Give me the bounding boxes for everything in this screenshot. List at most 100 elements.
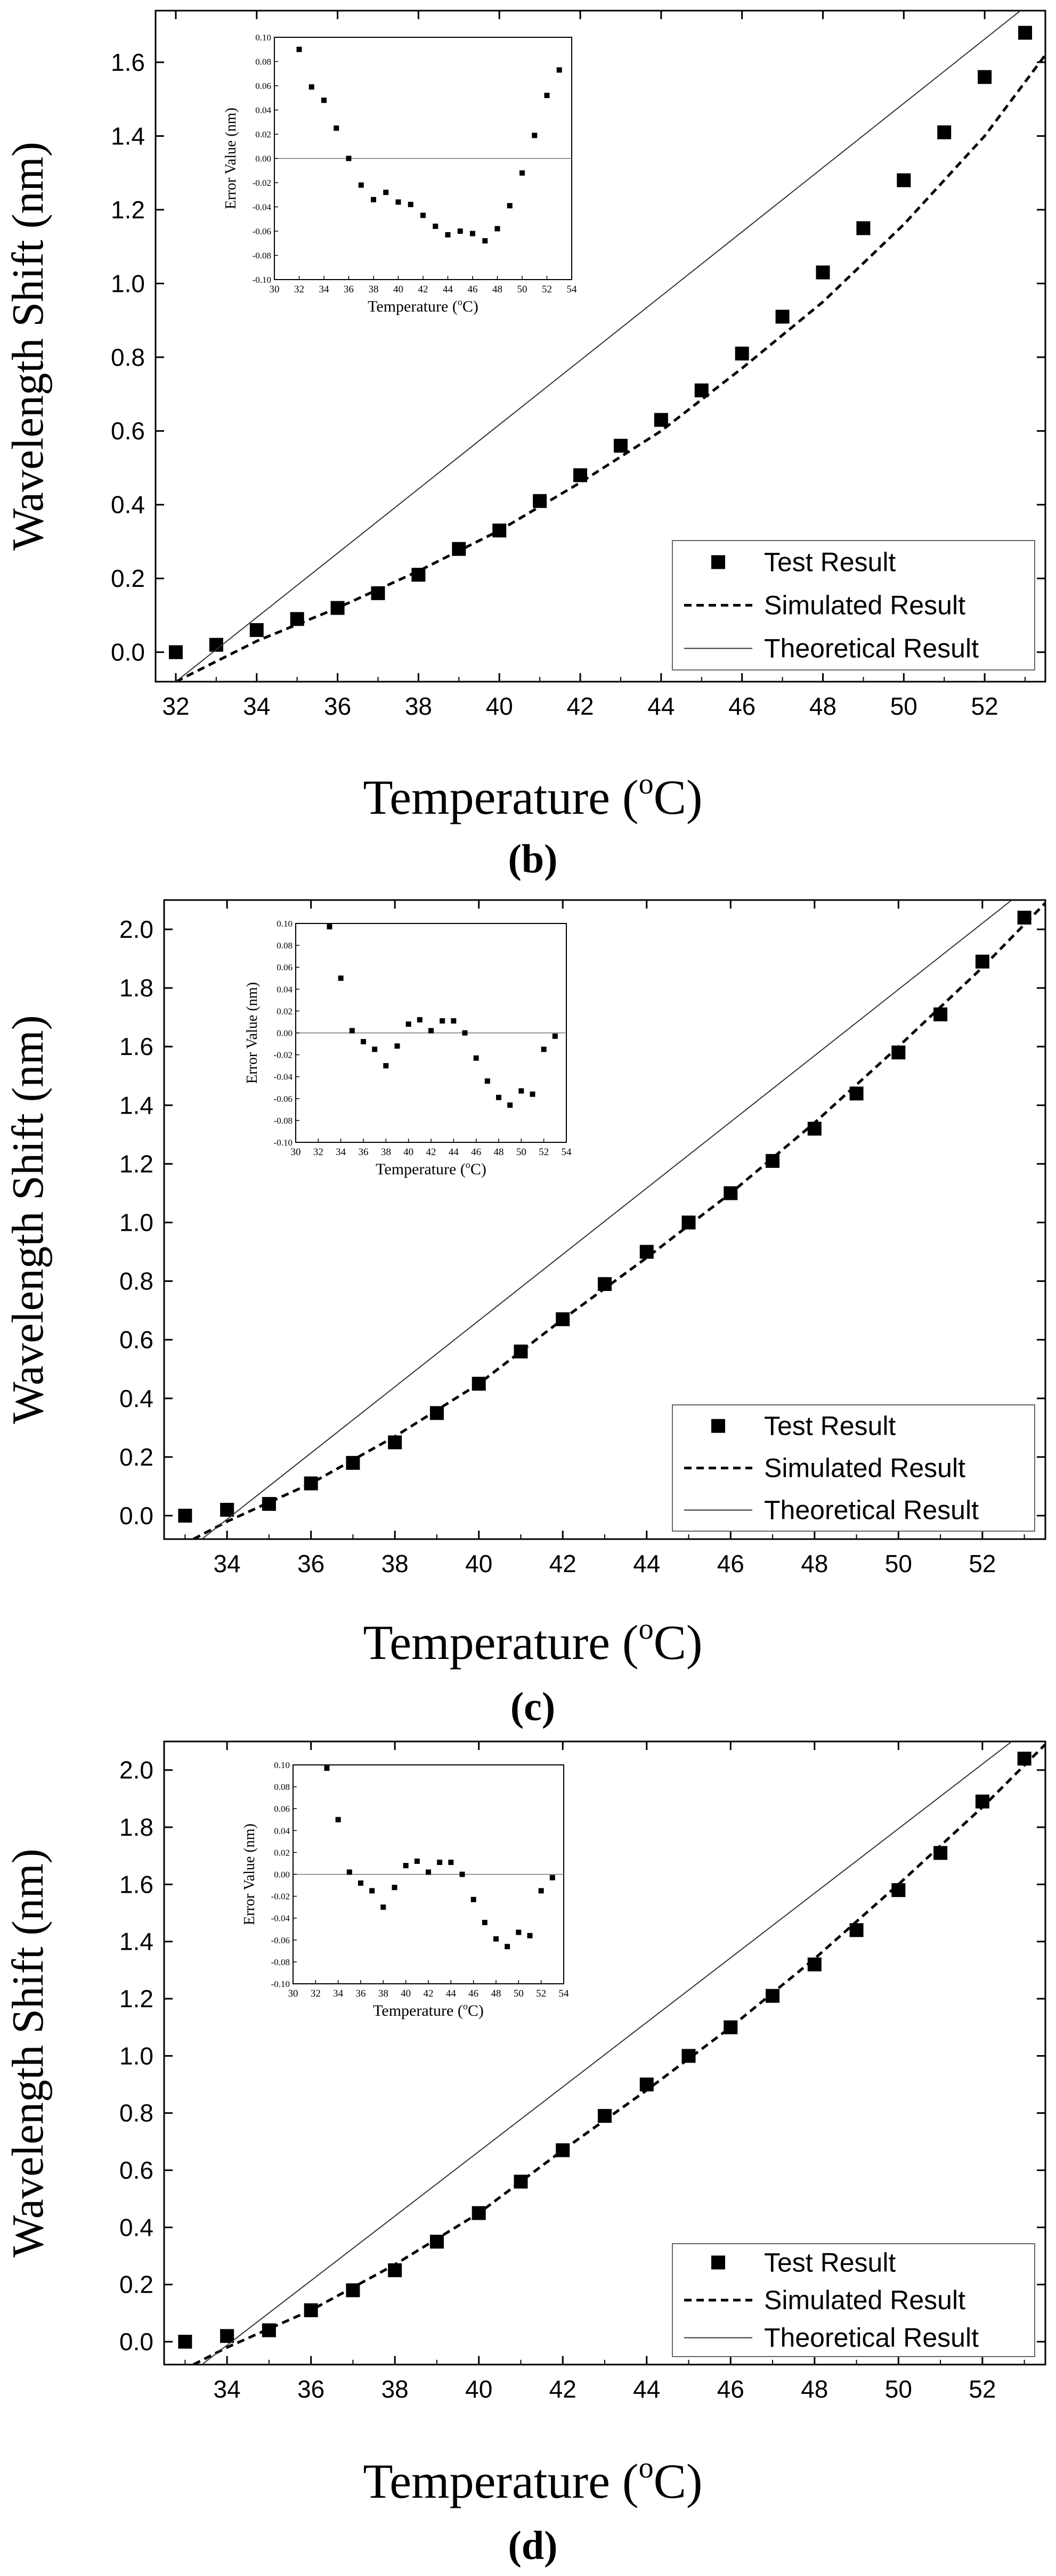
inset-x-tick-label: 30	[291, 1147, 301, 1158]
inset-error-point	[494, 226, 500, 232]
inset-error-point	[507, 203, 513, 209]
y-tick-label: 1.4	[111, 122, 145, 150]
y-tick-label: 0.4	[119, 1385, 153, 1412]
inset-y-tick-label: -0.10	[253, 275, 271, 285]
inset-y-tick-label: -0.04	[271, 1913, 290, 1924]
inset-x-tick-label: 48	[491, 1988, 501, 1999]
inset-error-point	[361, 1038, 366, 1044]
inset-error-point	[473, 1055, 479, 1061]
inset-error-point	[448, 1859, 454, 1865]
inset-x-tick-label: 52	[542, 284, 552, 295]
y-axis-title: Wavelength Shift (nm)	[3, 1849, 53, 2258]
inset-error-point	[433, 223, 438, 229]
y-tick-label: 2.0	[119, 1756, 153, 1784]
legend: Test Result Simulated Result Theoretical R…	[672, 540, 1035, 670]
inset-x-axis-title: Temperature (oC)	[368, 297, 478, 315]
inset-x-tick-label: 48	[494, 1147, 504, 1158]
x-axis-title-unit: C)	[654, 1615, 703, 1670]
inset-y-tick-label: 0.10	[277, 919, 293, 929]
simulated-result-line	[192, 1743, 1045, 2365]
x-axis-title-text: Temperature (	[363, 1615, 638, 1670]
x-tick-label: 46	[717, 2375, 744, 2403]
x-axis-title-sup: o	[639, 767, 654, 800]
x-tick-label: 36	[297, 2375, 324, 2403]
x-tick-label: 34	[214, 2375, 241, 2403]
inset-error-point	[358, 182, 364, 188]
test-result-point	[249, 623, 264, 637]
inset-error-point	[420, 212, 426, 218]
y-tick-label: 2.0	[119, 915, 153, 943]
x-tick-label: 32	[162, 692, 189, 720]
panel-label: (d)	[508, 2523, 558, 2568]
inset-x-tick-label: 32	[294, 284, 304, 295]
inset-error-point	[482, 238, 488, 244]
y-tick-label: 0.8	[119, 2099, 153, 2127]
inset-error-point	[394, 1043, 400, 1049]
x-tick-label: 52	[969, 2375, 996, 2403]
inset-x-tick-label: 50	[517, 284, 527, 295]
inset-x-axis-title-unit: C)	[462, 298, 478, 315]
inset-error-point	[527, 1933, 533, 1939]
inset-x-tick-label: 42	[426, 1147, 436, 1158]
inset-error-point	[372, 1046, 378, 1052]
legend-label: Theoretical Result	[764, 2323, 979, 2353]
legend: Test Result Simulated Result Theoretical R…	[672, 2243, 1035, 2357]
inset-error-point	[462, 1030, 468, 1036]
y-tick-label: 0.0	[119, 1502, 153, 1530]
legend-label: Test Result	[764, 1411, 896, 1441]
x-tick-label: 42	[549, 1550, 576, 1577]
legend-swatch-test	[711, 2255, 725, 2270]
inset-x-tick-label: 42	[418, 284, 428, 295]
inset-x-axis-title-sup: o	[466, 1159, 470, 1170]
test-result-point	[639, 1245, 654, 1259]
test-result-point	[429, 2235, 444, 2249]
legend-box	[672, 540, 1035, 670]
legend-label: Theoretical Result	[764, 634, 979, 664]
inset-x-tick-label: 40	[403, 1147, 413, 1158]
x-tick-label: 34	[243, 692, 270, 720]
inset-y-tick-label: 0.02	[277, 1006, 293, 1016]
inset-y-tick-label: 0.02	[274, 1847, 290, 1858]
inset-y-tick-label: -0.04	[253, 202, 272, 212]
test-result-point	[807, 1957, 822, 1972]
x-axis-title: Temperature (oC)	[363, 767, 702, 824]
inset-error-point	[349, 1028, 355, 1034]
inset-x-tick-label: 34	[333, 1988, 344, 1999]
inset-error-point	[530, 1091, 535, 1097]
inset-x-tick-label: 32	[311, 1988, 321, 1999]
inset-error-point	[324, 1765, 330, 1771]
inset-x-axis-title: Temperature (oC)	[376, 1159, 486, 1178]
inset-y-tick-label: -0.08	[253, 251, 271, 261]
y-tick-label: 1.6	[111, 48, 145, 76]
inset-x-tick-label: 42	[424, 1988, 434, 1999]
inset-x-axis-title: Temperature (oC)	[373, 2001, 484, 2019]
inset-x-tick-label: 30	[270, 284, 280, 295]
inset-error-point	[308, 84, 314, 90]
x-tick-label: 44	[633, 1550, 660, 1577]
inset-y-axis-title: Error Value (nm)	[244, 982, 261, 1084]
inset-error-point	[408, 201, 413, 207]
inset-y-tick-label: 0.08	[274, 1782, 290, 1792]
inset-error-point	[383, 1063, 389, 1069]
inset-x-tick-label: 54	[559, 1988, 570, 1999]
inset-error-point	[392, 1885, 397, 1891]
test-result-point	[178, 2335, 192, 2349]
test-result-point	[1017, 1752, 1031, 1766]
inset-error-point	[451, 1018, 457, 1024]
x-tick-label: 48	[801, 1550, 828, 1577]
inset-y-tick-label: 0.10	[274, 1760, 290, 1770]
inset-error-point	[371, 197, 376, 202]
inset-error-point	[334, 125, 339, 131]
inset-x-tick-label: 34	[319, 284, 330, 295]
inset-error-point	[496, 1094, 501, 1100]
inset-x-tick-label: 44	[446, 1988, 457, 1999]
inset-error-point	[327, 924, 332, 930]
inset-x-axis-title-text: Temperature (	[376, 1160, 466, 1178]
inset-error-point	[470, 231, 475, 236]
inset-y-tick-label: -0.04	[274, 1072, 293, 1082]
legend-label: Test Result	[764, 2247, 896, 2277]
chart-panel-c: 34 36 38 40 42 44 46 48 50 52 0.0 0.2 0.4 0.6 0.8 1.0 1.…	[3, 899, 1046, 1729]
legend-label: Simulated Result	[764, 1453, 965, 1483]
inset-x-tick-label: 46	[468, 284, 478, 295]
inset-x-axis-title-sup: o	[458, 297, 462, 307]
